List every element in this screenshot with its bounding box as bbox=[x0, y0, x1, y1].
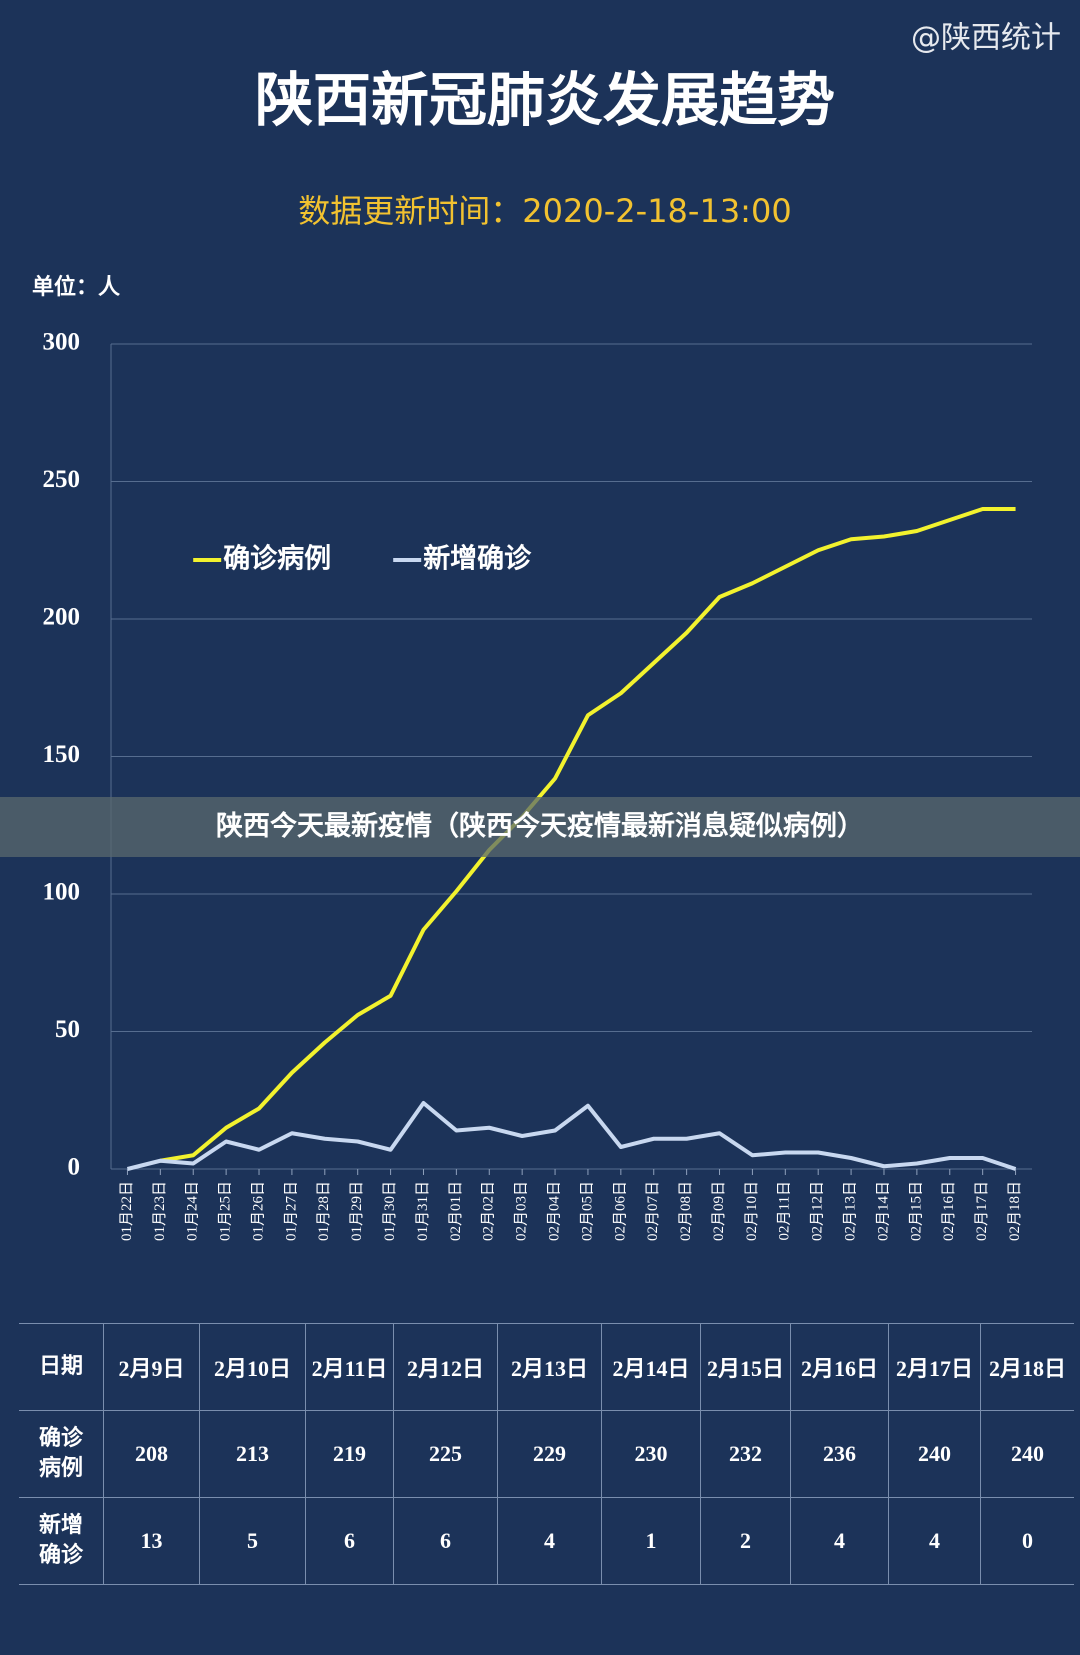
y-tick-label: 50 bbox=[55, 1016, 80, 1043]
data-table: 日期 2月9日 2月10日 2月11日 2月12日 2月13日 2月14日 2月15日 2月16… bbox=[19, 1323, 1074, 1585]
x-tick-label: 01月22日 bbox=[119, 1181, 135, 1241]
table-cell: 2月18日 bbox=[980, 1323, 1074, 1411]
table-cell: 2月9日 bbox=[103, 1323, 200, 1411]
table-cell: 240 bbox=[888, 1410, 981, 1498]
table-cell: 2月15日 bbox=[700, 1323, 791, 1411]
table-cell: 0 bbox=[980, 1497, 1074, 1585]
x-tick-label: 02月05日 bbox=[579, 1181, 595, 1241]
x-tick-label: 02月04日 bbox=[546, 1181, 562, 1241]
x-tick-label: 01月27日 bbox=[283, 1181, 299, 1241]
x-tick-label: 02月13日 bbox=[843, 1181, 859, 1241]
x-tick-label: 01月23日 bbox=[152, 1181, 168, 1241]
chart-title: 陕西新冠肺炎发展趋势 bbox=[255, 66, 835, 134]
table-cell: 213 bbox=[199, 1410, 306, 1498]
table-cell: 2月17日 bbox=[888, 1323, 981, 1411]
row-label: 确诊病例 bbox=[19, 1410, 104, 1498]
x-tick-label: 02月01日 bbox=[448, 1181, 464, 1241]
series-line bbox=[126, 1101, 1017, 1171]
table-cell: 4 bbox=[888, 1497, 981, 1585]
x-tick-label: 02月02日 bbox=[481, 1181, 497, 1241]
table-row: 确诊病例 208 213 219 225 229 230 232 236 240 240 bbox=[19, 1410, 1074, 1498]
x-tick-label: 02月10日 bbox=[744, 1181, 760, 1241]
table-cell: 219 bbox=[305, 1410, 394, 1498]
x-tick-label: 01月25日 bbox=[218, 1181, 234, 1241]
table-cell: 229 bbox=[497, 1410, 602, 1498]
table-row: 新增确诊 13 5 6 6 4 1 2 4 4 0 bbox=[19, 1497, 1074, 1585]
table-cell: 240 bbox=[980, 1410, 1074, 1498]
legend-label: 新增确诊 bbox=[423, 543, 532, 575]
unit-label: 单位：人 bbox=[32, 274, 120, 300]
y-tick-label: 200 bbox=[43, 604, 81, 631]
table-cell: 2月10日 bbox=[199, 1323, 306, 1411]
table-cell: 6 bbox=[393, 1497, 498, 1585]
x-tick-label: 02月18日 bbox=[1007, 1181, 1023, 1241]
x-tick-label: 02月06日 bbox=[612, 1181, 628, 1241]
x-tick-label: 01月26日 bbox=[250, 1181, 266, 1241]
x-tick-label: 01月29日 bbox=[349, 1181, 365, 1241]
legend-label: 确诊病例 bbox=[223, 543, 331, 575]
x-tick-label: 01月30日 bbox=[382, 1181, 398, 1241]
table-cell: 2月16日 bbox=[790, 1323, 889, 1411]
chart-subtitle: 数据更新时间：2020-2-18-13:00 bbox=[298, 192, 791, 230]
banner: 陕西今天最新疫情（陕西今天疫情最新消息疑似病例） bbox=[0, 797, 1080, 857]
table-cell: 4 bbox=[790, 1497, 889, 1585]
x-tick-label: 02月16日 bbox=[941, 1181, 957, 1241]
table-cell: 6 bbox=[305, 1497, 394, 1585]
table-cell: 236 bbox=[790, 1410, 889, 1498]
table-cell: 225 bbox=[393, 1410, 498, 1498]
y-tick-label: 100 bbox=[43, 879, 81, 906]
x-tick-label: 01月28日 bbox=[316, 1181, 332, 1241]
table-cell: 1 bbox=[601, 1497, 701, 1585]
table-cell: 232 bbox=[700, 1410, 791, 1498]
x-tick-label: 02月08日 bbox=[678, 1181, 694, 1241]
table-cell: 13 bbox=[103, 1497, 200, 1585]
x-tick-label: 02月09日 bbox=[711, 1181, 727, 1241]
table-cell: 2 bbox=[700, 1497, 791, 1585]
table-cell: 5 bbox=[199, 1497, 306, 1585]
table-row: 日期 2月9日 2月10日 2月11日 2月12日 2月13日 2月14日 2月15日 2月16… bbox=[19, 1323, 1074, 1411]
series-line bbox=[160, 507, 1016, 1163]
source-tag: @陕西统计 bbox=[911, 21, 1061, 56]
table-cell: 2月11日 bbox=[305, 1323, 394, 1411]
y-tick-label: 150 bbox=[43, 741, 81, 768]
table-cell: 2月14日 bbox=[601, 1323, 701, 1411]
table-cell: 208 bbox=[103, 1410, 200, 1498]
x-tick-label: 02月11日 bbox=[777, 1181, 793, 1240]
label-text: 日期 bbox=[38, 1354, 83, 1379]
x-tick-label: 02月03日 bbox=[514, 1181, 530, 1241]
table-cell: 230 bbox=[601, 1410, 701, 1498]
y-tick-label: 300 bbox=[43, 329, 81, 356]
x-tick-label: 02月07日 bbox=[645, 1181, 661, 1241]
x-tick-label: 01月24日 bbox=[185, 1181, 201, 1241]
x-tick-label: 02月12日 bbox=[810, 1181, 826, 1241]
x-tick-label: 02月14日 bbox=[875, 1181, 891, 1241]
table-cell: 2月12日 bbox=[393, 1323, 498, 1411]
row-label: 日期 bbox=[19, 1323, 104, 1411]
x-tick-label: 02月17日 bbox=[974, 1181, 990, 1241]
y-tick-label: 250 bbox=[43, 466, 81, 493]
y-tick-label: 0 bbox=[68, 1154, 81, 1181]
label-text: 确诊病例 bbox=[38, 1426, 83, 1481]
row-label: 新增确诊 bbox=[19, 1497, 104, 1585]
x-tick-label: 01月31日 bbox=[415, 1181, 431, 1241]
x-tick-label: 02月15日 bbox=[908, 1181, 924, 1241]
label-text: 新增确诊 bbox=[38, 1513, 83, 1568]
table-cell: 2月13日 bbox=[497, 1323, 602, 1411]
table-cell: 4 bbox=[497, 1497, 602, 1585]
